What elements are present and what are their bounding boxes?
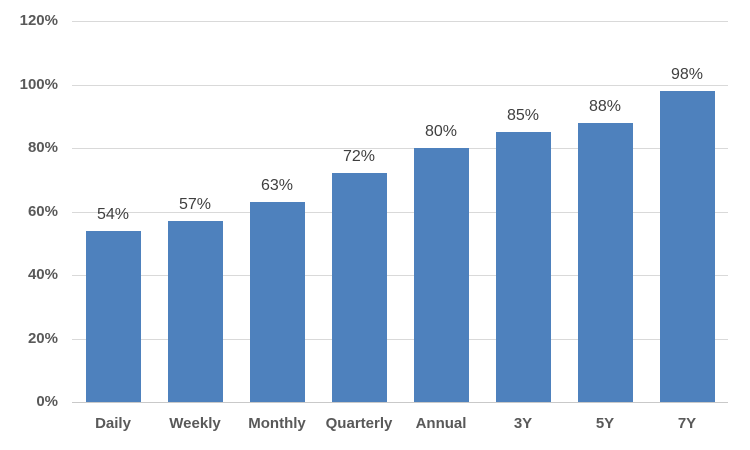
bar-5y [578, 123, 633, 402]
bar-annual [414, 148, 469, 402]
y-tick-label: 40% [27, 266, 58, 283]
x-tick-label: Annual [415, 415, 467, 432]
y-tick-label: 20% [27, 330, 58, 347]
y-tick-label: 0% [36, 393, 58, 410]
bar-3y [496, 132, 551, 402]
gridline [72, 148, 728, 149]
gridline [72, 275, 728, 276]
gridline [72, 339, 728, 340]
x-tick-label: Weekly [169, 415, 221, 432]
data-label: 72% [342, 148, 376, 165]
gridline [72, 212, 728, 213]
bar-7y [660, 91, 715, 402]
x-axis-line [72, 402, 728, 403]
data-label: 85% [506, 107, 540, 124]
data-label: 57% [178, 196, 212, 213]
y-tick-label: 100% [19, 76, 58, 93]
data-label: 88% [588, 98, 622, 115]
x-tick-label: 3Y [513, 415, 533, 432]
bar-weekly [168, 221, 223, 402]
bar-quarterly [332, 173, 387, 402]
x-tick-label: Monthly [248, 415, 306, 432]
data-label: 80% [424, 123, 458, 140]
y-tick-label: 120% [19, 12, 58, 29]
gridline [72, 85, 728, 86]
y-tick-label: 60% [27, 203, 58, 220]
bar-monthly [250, 202, 305, 402]
y-tick-label: 80% [27, 139, 58, 156]
x-tick-label: 5Y [595, 415, 615, 432]
x-tick-label: Daily [95, 415, 131, 432]
data-label: 98% [670, 66, 704, 83]
x-tick-label: 7Y [677, 415, 697, 432]
gridline [72, 21, 728, 22]
data-label: 54% [96, 206, 130, 223]
bar-daily [86, 231, 141, 402]
data-label: 63% [260, 177, 294, 194]
x-tick-label: Quarterly [325, 415, 393, 432]
